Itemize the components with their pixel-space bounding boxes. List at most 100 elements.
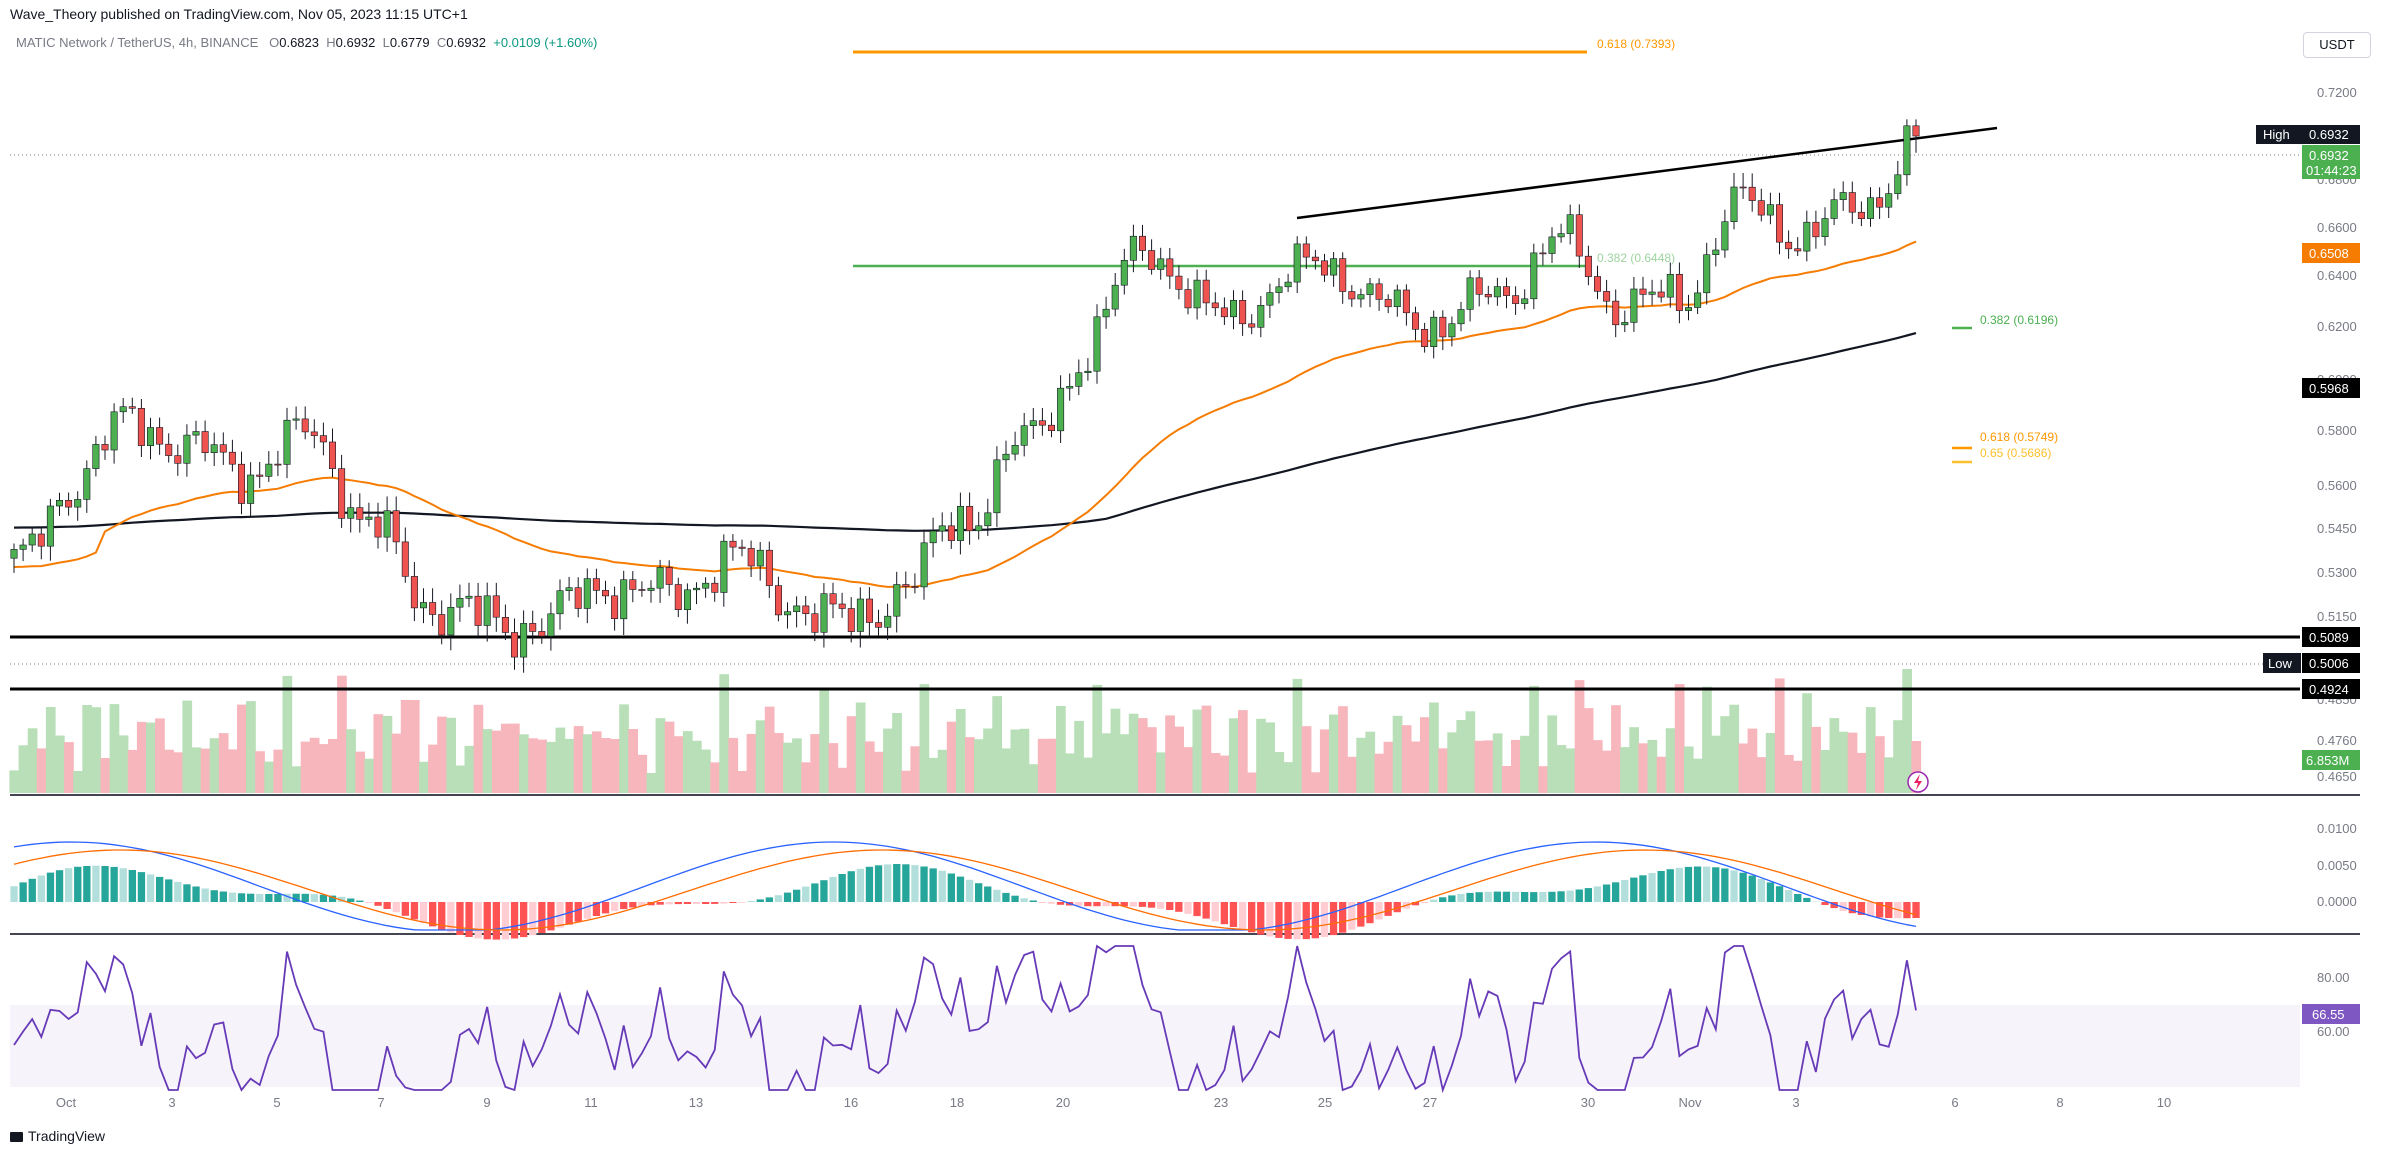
candle [1721, 209, 1729, 258]
macd-histogram-bar [1184, 902, 1192, 914]
fib-065-label: 0.65 (0.5686) [1980, 446, 2051, 460]
candle [1230, 290, 1238, 330]
candle [574, 577, 582, 618]
candle [966, 492, 974, 545]
candle [1757, 188, 1765, 222]
candle [292, 406, 300, 430]
time-tick-label: 27 [1423, 1095, 1437, 1110]
price-tick-label: 0.6200 [2317, 319, 2357, 334]
candle [1557, 223, 1565, 243]
candle [1539, 243, 1547, 266]
rsi-tick-label: 60.00 [2317, 1024, 2350, 1039]
volume-bar [1219, 755, 1230, 793]
volume-bar [1447, 732, 1457, 793]
ema-200-line [13, 332, 1917, 532]
candle [1603, 279, 1611, 314]
volume-bar [1019, 728, 1030, 793]
candle [802, 596, 810, 626]
volume-bar [1865, 707, 1876, 793]
candle [1739, 173, 1747, 199]
macd-histogram-bar [1147, 902, 1156, 908]
candle [256, 462, 264, 489]
macd-histogram-bar [929, 868, 937, 902]
volume-bar [555, 727, 566, 793]
volume-bar [910, 746, 921, 793]
ema-black-value: 0.5968 [2309, 381, 2349, 396]
macd-histogram-bar [1320, 902, 1329, 937]
high-ohlc-value: 0.6932 [335, 35, 376, 50]
time-tick-label: 30 [1581, 1095, 1595, 1110]
volume-bar [1547, 715, 1558, 793]
currency-button[interactable]: USDT [2303, 32, 2371, 58]
candle [856, 587, 864, 648]
macd-histogram-bar [1730, 870, 1738, 902]
volume-bar [1729, 704, 1740, 793]
support-upper-value: 0.5089 [2309, 630, 2349, 645]
macd-histogram-bar [1648, 873, 1656, 902]
volume-bar [1283, 762, 1294, 793]
candle [1867, 187, 1875, 227]
candle [429, 588, 437, 626]
volume-bar [191, 747, 202, 793]
macd-histogram-bar [492, 902, 500, 940]
volume-bar [992, 696, 1002, 793]
volume-bar [1392, 715, 1403, 793]
volume-bar [1101, 733, 1112, 793]
candle [1457, 301, 1465, 332]
volume-bar [82, 705, 92, 793]
candle [1384, 294, 1392, 314]
volume-bar [500, 723, 511, 793]
candle [1766, 192, 1774, 225]
macd-histogram-bar [1439, 897, 1447, 902]
volume-bar [1765, 733, 1776, 793]
candle [975, 511, 983, 540]
macd-histogram-bar [1502, 891, 1511, 902]
volume-bar [209, 738, 220, 793]
macd-histogram-bar [1912, 902, 1920, 918]
macd-histogram-bar [319, 894, 328, 902]
volume-bar [892, 713, 902, 793]
candle [419, 588, 427, 624]
macd-histogram-bar [1329, 902, 1338, 936]
macd-histogram-bar [601, 902, 610, 914]
macd-histogram-bar [356, 900, 364, 902]
high-value: 0.6932 [2309, 127, 2349, 142]
macd-histogram-bar [520, 902, 528, 938]
price-tick-label: 0.5600 [2317, 478, 2357, 493]
macd-histogram-bar [620, 902, 628, 910]
lightning-icon[interactable] [1907, 771, 1929, 793]
volume-bar [27, 728, 38, 793]
macd-histogram-bar [1885, 902, 1893, 918]
price-tick-label: 0.5800 [2317, 423, 2357, 438]
candlesticks [10, 119, 1920, 673]
candle [1120, 248, 1128, 295]
volume-bar [974, 739, 984, 793]
fib-0618-top-label: 0.618 (0.7393) [1597, 37, 1675, 51]
macd-histogram-bar [547, 902, 555, 931]
candle [1175, 265, 1183, 300]
candle [283, 407, 291, 479]
macd-histogram-bar [1093, 902, 1101, 907]
candle [301, 406, 309, 440]
macd-histogram-bar [1794, 894, 1802, 902]
volume-bar [355, 751, 365, 793]
macd-histogram-bar [765, 897, 773, 902]
macd-histogram-bar [474, 902, 482, 939]
volume-bar [1774, 678, 1785, 793]
candle [1894, 160, 1902, 200]
macd-histogram-bar [501, 902, 510, 940]
volume-bar [1301, 726, 1312, 793]
candle [10, 543, 18, 573]
volume-bar [91, 707, 102, 793]
macd-histogram-bar [1120, 902, 1128, 907]
macd-histogram-bar [1202, 902, 1210, 919]
volume-bar [1492, 733, 1503, 793]
candle [1512, 286, 1520, 315]
macd-histogram-bar [1175, 902, 1183, 912]
symbol-name[interactable]: MATIC Network / TetherUS, 4h, BINANCE [16, 35, 259, 50]
candle [984, 498, 992, 536]
price-axis: 0.72000.68000.66000.64000.62000.60000.58… [2317, 85, 2357, 1039]
volume-bar [673, 736, 684, 793]
candle [1038, 408, 1046, 436]
